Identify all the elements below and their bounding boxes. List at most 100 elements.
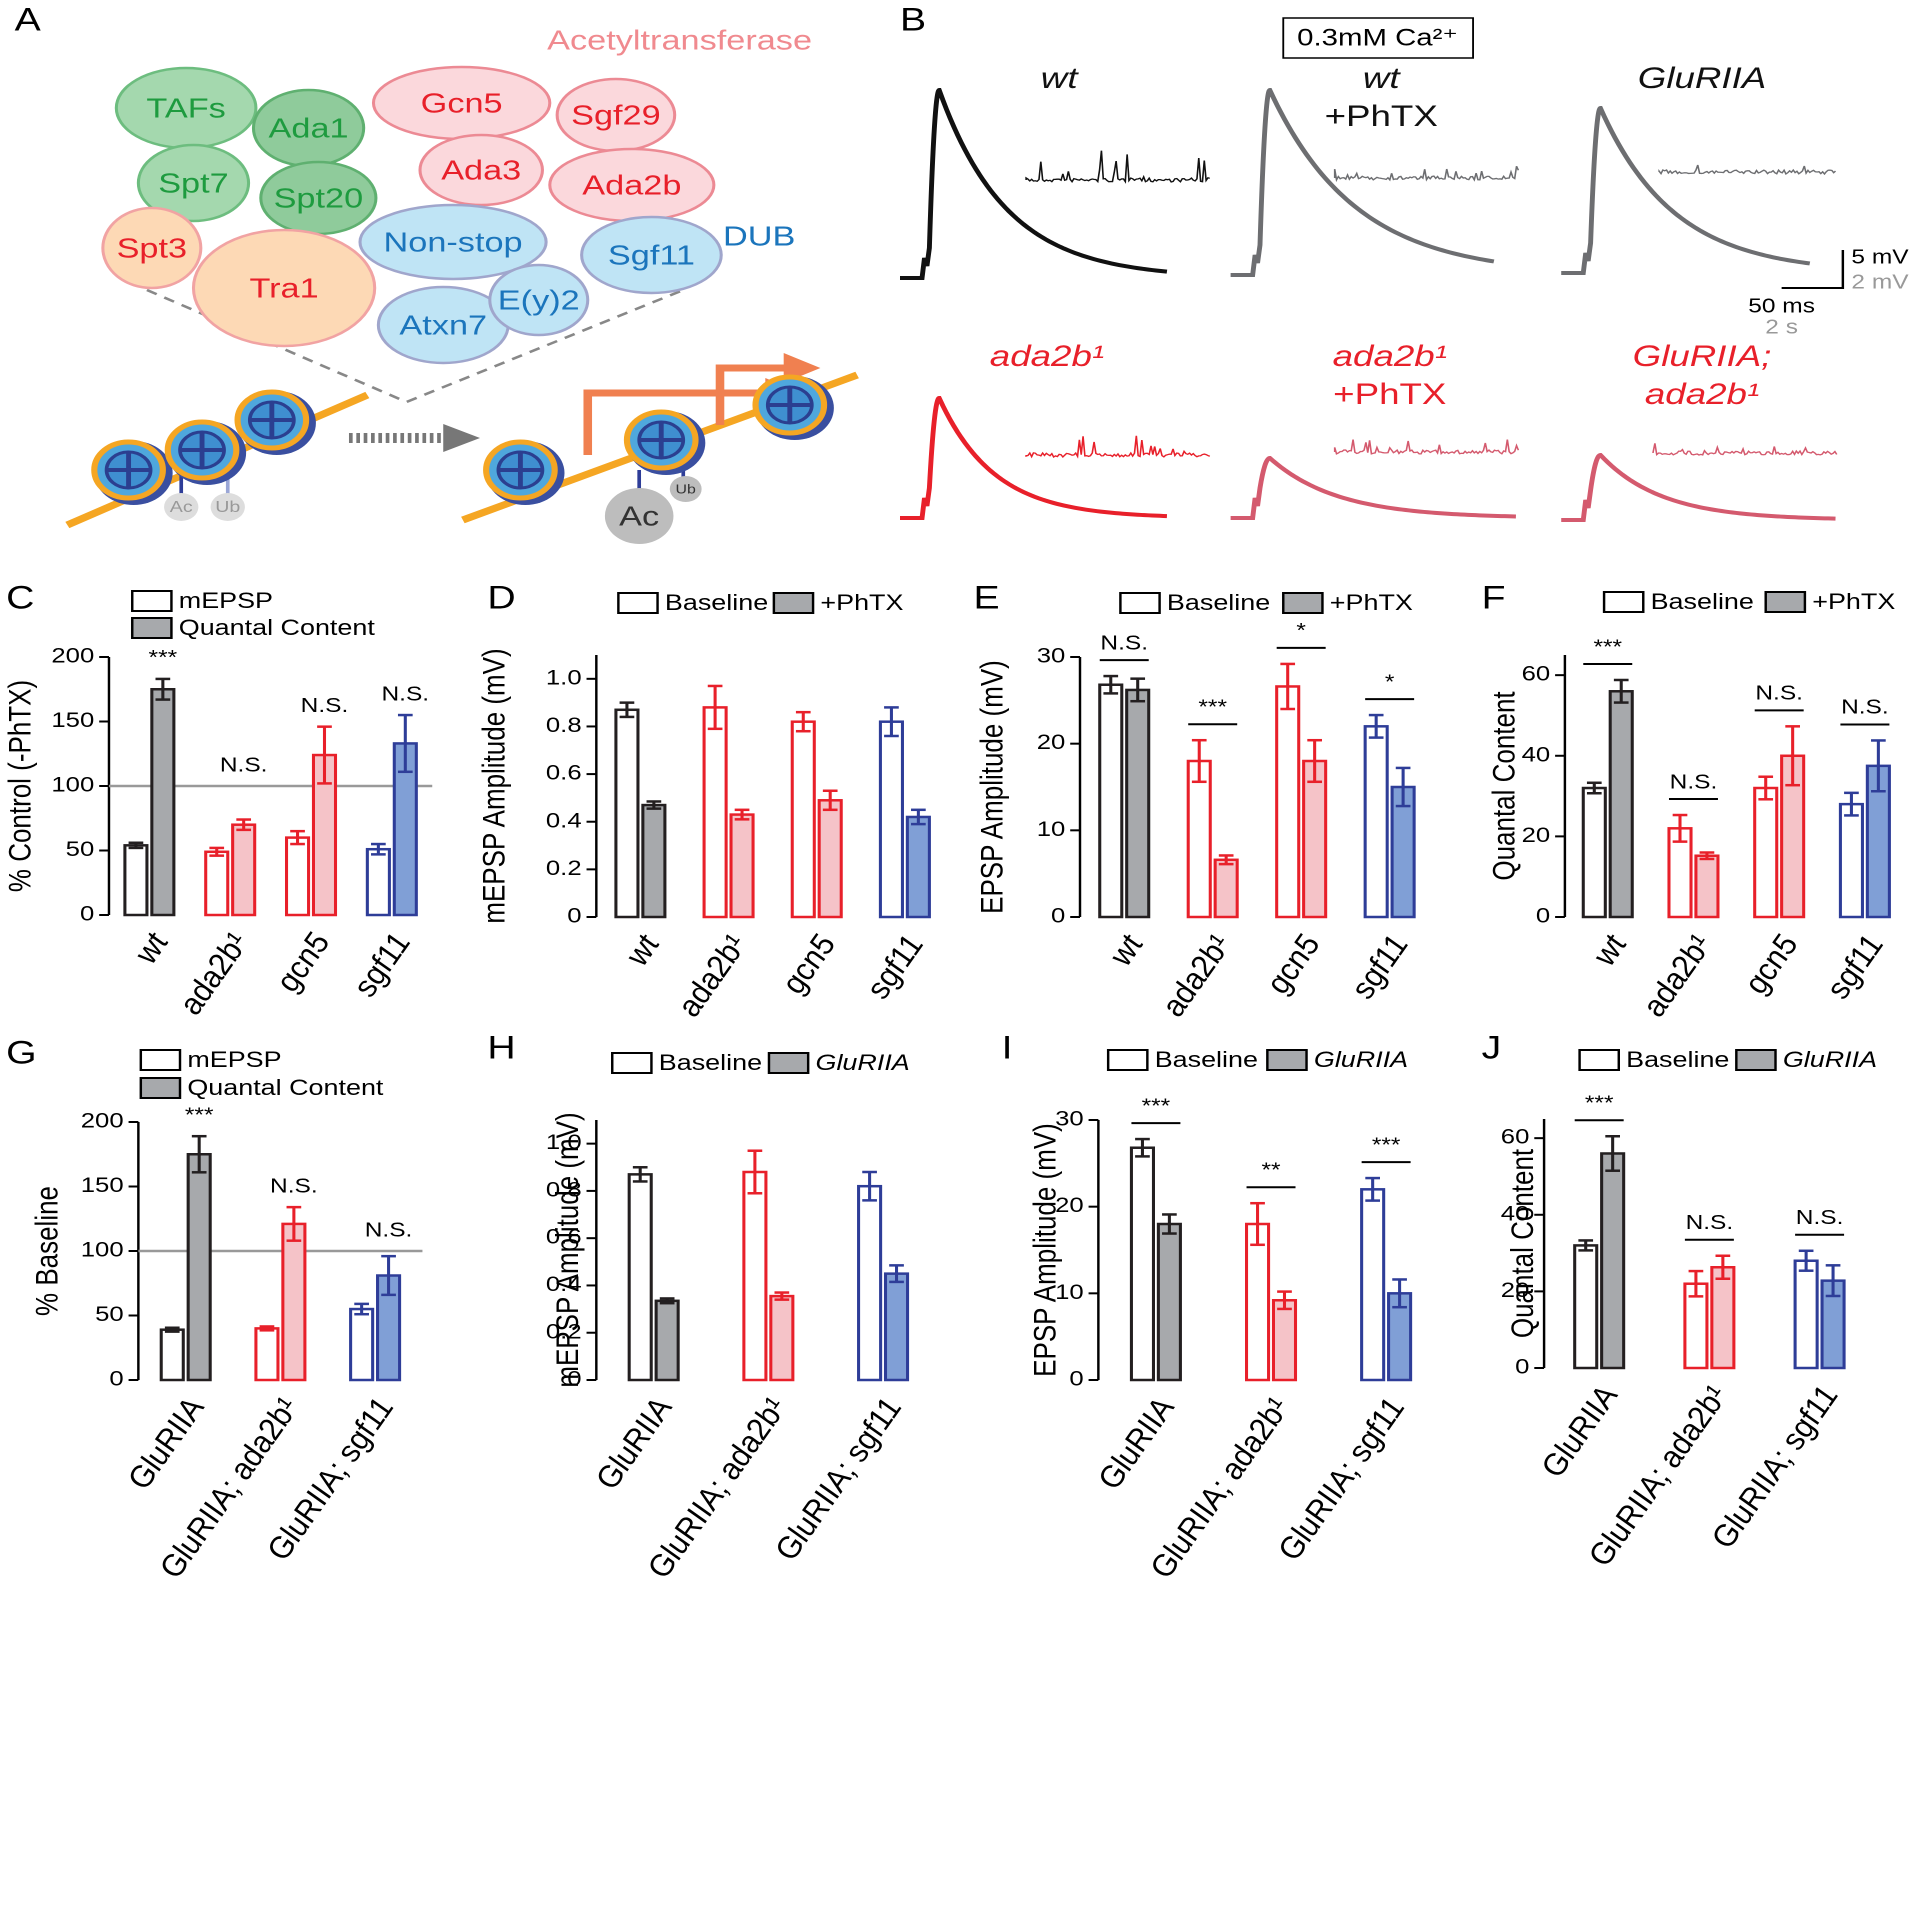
mod-circle: [164, 493, 199, 521]
protein-label: Tra1: [249, 272, 318, 303]
bar: [905, 815, 931, 919]
legend-label: GluRIIA: [1314, 1048, 1408, 1072]
bar: [702, 706, 728, 919]
bar: [878, 720, 904, 919]
y-tick-label: 0.4: [546, 1272, 582, 1295]
epsp-trace: [900, 395, 1168, 520]
significance-label: N.S.: [1686, 1211, 1734, 1233]
significance-label: ***: [149, 646, 178, 668]
significance-label: ***: [1585, 1092, 1614, 1114]
bar: [1573, 1244, 1599, 1370]
significance-label: N.S.: [270, 1175, 318, 1197]
bar: [627, 1173, 653, 1382]
panel-label: E: [973, 580, 999, 616]
trace-group: wt wt +PhTX GluRIIA ada2b¹ ada2b¹ +PhTX GluRIIA…: [900, 62, 1838, 522]
bar: [123, 844, 149, 917]
bar: [1125, 688, 1151, 919]
genotype-label: wt: [1041, 62, 1080, 95]
significance-label: ***: [1142, 1094, 1171, 1116]
legend-label: mEPSP: [179, 589, 273, 613]
legend-label: Baseline: [659, 1051, 762, 1075]
y-axis-title: mEPSP Amplitude (mV): [477, 648, 512, 923]
y-tick-label: 0: [567, 1367, 581, 1390]
scale-label: 50 ms: [1748, 294, 1815, 316]
significance-label: *: [1296, 619, 1306, 641]
nucleosome-set: [91, 374, 834, 505]
genotype-label: ada2b¹: [990, 340, 1104, 373]
legend-label: +PhTX: [820, 591, 903, 615]
y-axis-title: mEPSP Amplitude (mV): [550, 1112, 585, 1387]
panel-label: A: [15, 2, 41, 38]
legend-swatch: [611, 1052, 653, 1074]
protein-label: Non-stop: [384, 226, 523, 257]
protein-label: Spt20: [274, 182, 364, 213]
y-axis-title: EPSP Amplitude (mV): [1028, 1123, 1063, 1377]
protein: [101, 206, 203, 290]
bar: [1753, 786, 1779, 919]
y-tick-label: 1.0: [546, 1130, 582, 1153]
significance-label: ***: [185, 1104, 214, 1126]
y-tick-label: 100: [51, 773, 94, 796]
y-axis-title: % Control (-PhTX): [3, 680, 38, 892]
y-tick-label: 40: [1522, 743, 1551, 766]
significance-label: N.S.: [220, 753, 268, 775]
y-tick-label: 0.8: [546, 713, 582, 736]
transcription-arrow: [715, 364, 787, 425]
bar: [1581, 786, 1607, 919]
arrow-head: [443, 424, 480, 452]
bar: [1360, 1188, 1386, 1382]
legend-label: Baseline: [1651, 590, 1754, 614]
scale-bar: [1781, 250, 1845, 289]
protein-group: TAFs Ada1 Spt7 Spt20 Gcn5 Sgf29 Ada3 Ada2b Spt3 T…: [101, 65, 723, 365]
y-tick-label: 0.6: [546, 1225, 582, 1248]
bar: [1213, 858, 1239, 919]
condition: 0.3mM Ca²⁺: [1297, 24, 1458, 51]
y-tick-label: 10: [1055, 1280, 1084, 1303]
genotype-label: wt: [1363, 62, 1402, 95]
bar: [742, 1170, 768, 1382]
protein-label: Atxn7: [399, 309, 487, 340]
mini-trace: [1658, 164, 1837, 176]
genotype-label: GluRIIA;: [1633, 340, 1772, 373]
y-tick-label: 0.2: [546, 1319, 582, 1342]
y-axis-title: % Baseline: [30, 1186, 65, 1316]
y-axis-title: EPSP Amplitude (mV): [975, 660, 1010, 914]
y-tick-label: 20: [1501, 1278, 1530, 1301]
scale-label: 2 mV: [1851, 270, 1908, 292]
mini-trace: [1652, 443, 1838, 457]
bar: [1363, 725, 1389, 919]
genotype-label: GluRIIA: [1638, 62, 1767, 95]
y-tick-label: 40: [1501, 1202, 1530, 1225]
y-tick-label: 50: [95, 1302, 124, 1325]
legend-label: Baseline: [1167, 591, 1270, 615]
panel-label: D: [487, 580, 515, 616]
protein: [136, 143, 251, 223]
protein: [191, 228, 377, 348]
mod-circle: [669, 476, 702, 502]
significance-label: **: [1261, 1159, 1280, 1181]
significance-label: ***: [1593, 635, 1622, 657]
bar: [1600, 1152, 1626, 1370]
protein-label: Ada2b: [582, 169, 681, 200]
y-tick-label: 50: [66, 837, 95, 860]
mini-trace: [1025, 150, 1211, 184]
legend-swatch: [139, 1077, 182, 1099]
mod-circle: [604, 488, 674, 544]
group-title: DUB: [723, 220, 795, 251]
bar: [641, 803, 667, 919]
y-tick-label: 30: [1055, 1107, 1084, 1130]
legend-swatch: [131, 590, 173, 612]
bar: [186, 1153, 212, 1382]
legend-swatch: [1602, 591, 1645, 613]
protein: [358, 203, 548, 281]
y-tick-label: 200: [81, 1109, 124, 1132]
bar: [1156, 1222, 1182, 1382]
genotype-label: +PhTX: [1333, 378, 1446, 411]
legend-label: Baseline: [665, 591, 768, 615]
y-tick-label: 0: [80, 902, 94, 925]
legend-swatch: [1119, 592, 1161, 614]
protein-label: TAFs: [146, 92, 225, 123]
y-tick-label: 1.0: [546, 666, 582, 689]
mod-label: Ac: [170, 498, 193, 516]
